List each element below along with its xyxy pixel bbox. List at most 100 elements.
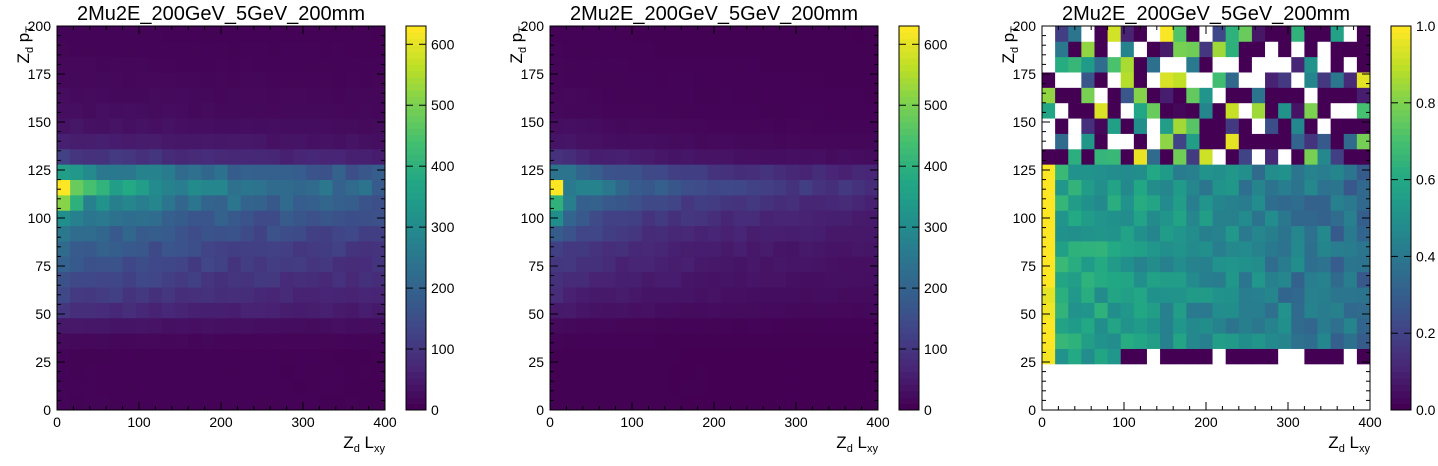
heatmap-cell [1173,87,1187,104]
colorbar-segment [1391,282,1411,289]
heatmap-cell [1317,87,1332,104]
heatmap-cell [1094,333,1108,349]
colorbar-tick-label: 0.2 [1416,325,1436,341]
heatmap-cell [1055,133,1069,150]
heatmap-cell [1160,333,1174,349]
heatmap-cell [1304,333,1318,349]
heatmap-cell [641,26,656,42]
heatmap-cell [161,256,176,273]
heatmap-cell [576,287,590,303]
heatmap-cell [148,333,163,349]
heatmap-cell [812,133,826,150]
heatmap-cell [746,118,761,134]
colorbar-segment [406,339,426,347]
heatmap-cell [602,56,616,73]
heatmap-cell [70,194,84,211]
heatmap-cell [799,41,813,58]
heatmap-cell [371,102,386,119]
heatmap-cell [201,317,215,334]
colorbar-segment [899,70,919,78]
heatmap-cell [576,379,590,396]
heatmap-cell [1160,379,1174,396]
heatmap-cell [589,241,603,257]
heatmap-cell [1199,148,1213,165]
heatmap-cell [1133,225,1148,242]
heatmap-cell [1238,287,1253,303]
colorbar-segment [406,70,426,78]
heatmap-cell [1317,148,1332,165]
heatmap-cell [1107,394,1122,411]
heatmap-cell [576,256,590,273]
heatmap-cell [1042,241,1056,257]
heatmap-cell [1160,256,1174,273]
heatmap-cell [83,179,97,196]
colorbar-segment [1391,141,1411,149]
heatmap-cell [786,194,800,211]
heatmap-cell [57,256,71,273]
y-tick-label: 100 [521,210,545,226]
heatmap-cell [668,363,682,380]
heatmap-cell [707,41,721,58]
heatmap-cell [1238,87,1253,104]
heatmap-cell [175,271,189,288]
heatmap-cell [201,333,215,349]
heatmap-cell [864,102,879,119]
heatmap-cell [602,302,616,319]
heatmap-cell [1304,194,1318,211]
heatmap-cell [1107,302,1122,319]
heatmap-cell [201,72,215,88]
heatmap-cell [812,317,826,334]
heatmap-cell [1278,271,1292,288]
heatmap-cell [563,72,577,88]
heatmap-cell [306,287,320,303]
y-tick-label: 100 [1013,210,1037,226]
heatmap-cell [773,102,787,119]
heatmap-cell [615,225,630,242]
heatmap-cell [70,41,84,58]
heatmap-cell [759,118,774,134]
heatmap-cell [214,179,228,196]
heatmap-cell [1212,133,1227,150]
heatmap-cell [253,302,268,319]
heatmap-cell [148,379,163,396]
colorbar-segment [899,339,919,347]
heatmap-cell [1265,348,1279,365]
heatmap-cell [1081,394,1095,411]
heatmap-cell [371,56,386,73]
heatmap-cell [1343,225,1358,242]
heatmap-cell [306,118,320,134]
heatmap-cell [1330,379,1345,396]
heatmap-cell [135,287,150,303]
heatmap-cell [319,302,333,319]
heatmap-cell [1265,118,1279,134]
colorbar-segment [1391,147,1411,155]
heatmap-cell [1186,256,1200,273]
heatmap-cell [681,241,695,257]
heatmap-cell [799,256,813,273]
heatmap-cell [799,102,813,119]
heatmap-cell [345,56,360,73]
heatmap-cell [628,271,643,288]
heatmap-cell [563,348,577,365]
heatmap-cell [1225,26,1240,42]
heatmap-cell [1199,87,1213,104]
heatmap-cell [628,102,643,119]
heatmap-cell [799,225,813,242]
heatmap-cell [1238,41,1253,58]
heatmap-cell [1186,148,1200,165]
heatmap-cell [122,394,137,411]
heatmap-cell [733,333,748,349]
heatmap-cell [589,394,603,411]
x-axis-label: Zd Lxy [836,433,878,455]
heatmap-cell [694,179,708,196]
heatmap-cell [786,394,800,411]
heatmap-cell [135,164,150,180]
heatmap-cell [1304,271,1318,288]
heatmap-cell [332,317,347,334]
heatmap-cell [576,302,590,319]
heatmap-cell [681,87,695,104]
heatmap-cell [1133,87,1148,104]
y-axis-label: Zd pT [999,26,1021,64]
heatmap-cell [1343,348,1358,365]
heatmap-cell [1212,56,1227,73]
